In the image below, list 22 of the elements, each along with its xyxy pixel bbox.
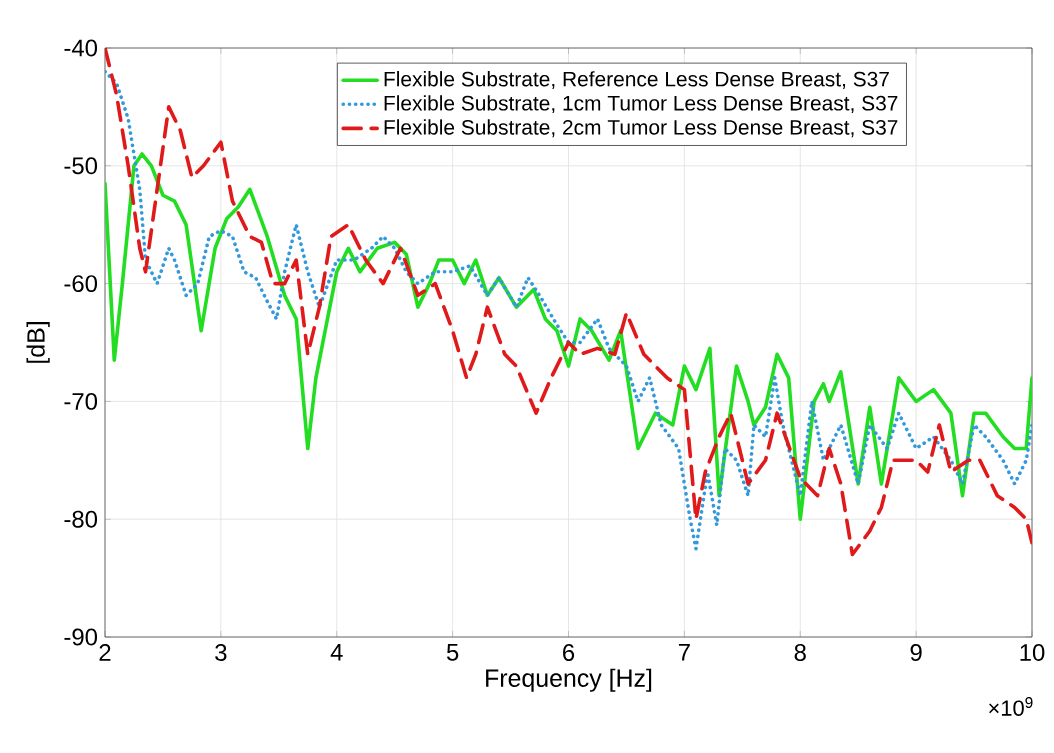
legend-label: Flexible Substrate, 1cm Tumor Less Dense Breast, S37 (384, 95, 898, 114)
x-tick-label: 3 (215, 644, 227, 661)
legend-label: Flexible Substrate, 2cm Tumor Less Dense Breast, S37 (384, 119, 898, 138)
y-tick-label: -90 (64, 628, 98, 646)
x-tick-label: 6 (563, 644, 575, 661)
x-tick-label: 8 (794, 644, 806, 661)
x-axis-title: Frequency [Hz] (486, 668, 652, 692)
line-series (105, 152, 1033, 521)
x-tick-label: 10 (1020, 644, 1045, 661)
x-tick-label: 7 (678, 644, 690, 661)
x-tick-label: 4 (330, 644, 343, 661)
y-tick-label: -80 (64, 510, 98, 528)
legend-label: Flexible Substrate, Reference Less Dense Breast, S37 (384, 71, 889, 89)
y-axis-title: [dB] (26, 322, 50, 363)
y-tick-label: -70 (64, 392, 98, 410)
x-tick-label: 9 (910, 644, 922, 661)
y-tick-label: -50 (64, 157, 98, 175)
text: ×10$^{9}$ (989, 697, 1033, 716)
y-tick-label: -60 (64, 275, 98, 293)
x-tick-label: 2 (99, 644, 111, 661)
y-tick-label: -40 (64, 39, 98, 57)
x-tick-label: 5 (446, 644, 459, 661)
